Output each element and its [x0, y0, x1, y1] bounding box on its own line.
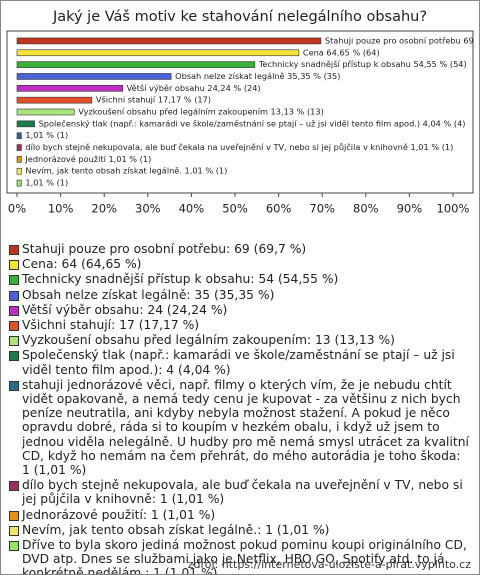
- x-tick-label: 0%: [8, 202, 26, 216]
- legend: Stahuji pouze pro osobní potřebu: 69 (69…: [9, 242, 471, 575]
- x-tick-label: 70%: [309, 202, 335, 216]
- legend-item: Dříve to byla skoro jediná možnost pokud…: [9, 538, 471, 575]
- bar-label: Cena 64,65 % (64): [303, 47, 380, 57]
- legend-swatch: [9, 380, 19, 391]
- bar-label: Technicky snadnější přístup k obsahu 54,…: [258, 59, 467, 69]
- legend-item: stahuji jednorázové věci, např. filmy o …: [9, 378, 471, 477]
- legend-swatch: [9, 525, 19, 536]
- legend-label: Dříve to byla skoro jediná možnost pokud…: [22, 538, 467, 575]
- x-tick-label: 40%: [179, 202, 205, 216]
- legend-swatch: [9, 481, 19, 492]
- legend-swatch: [9, 336, 19, 347]
- legend-item: Větší výběr obsahu: 24 (24,24 %): [9, 303, 471, 317]
- bar: [16, 132, 22, 139]
- x-tick-label: 10%: [48, 202, 74, 216]
- bar-label: Větší výběr obsahu 24,24 % (24): [127, 83, 261, 93]
- bar: [16, 85, 123, 92]
- legend-swatch: [9, 305, 19, 316]
- legend-item: Stahuji pouze pro osobní potřebu: 69 (69…: [9, 242, 471, 256]
- x-tick-label: 90%: [397, 202, 423, 216]
- legend-item: Nevím, jak tento obsah získat legálně.: …: [9, 523, 471, 537]
- legend-label: dílo bych stejně nekupovala, ale buď ček…: [22, 478, 463, 507]
- x-tick-label: 30%: [135, 202, 161, 216]
- bar-label: Společenský tlak (např.: kamarádi ve ško…: [39, 118, 466, 128]
- bar: [16, 167, 22, 175]
- bar: [16, 144, 22, 151]
- bar-label: Nevím, jak tento obsah získat legálně. 1…: [25, 166, 227, 176]
- legend-item: Všichni stahují: 17 (17,17 %): [9, 318, 471, 332]
- bar: [16, 179, 22, 187]
- legend-swatch: [9, 321, 19, 332]
- legend-swatch: [9, 351, 19, 362]
- chart-title: Jaký je Váš motiv ke stahování nelegální…: [52, 9, 427, 25]
- x-tick-label: 80%: [353, 202, 379, 216]
- bar-label: Všichni stahují 17,17 % (17): [96, 95, 211, 105]
- bar-label: 1,01 % (1): [25, 130, 68, 140]
- bar: [16, 108, 75, 116]
- legend-swatch: [9, 275, 19, 286]
- legend-label: Všichni stahují: 17 (17,17 %): [22, 318, 200, 333]
- x-tick-label: 20%: [91, 202, 117, 216]
- bar: [16, 120, 35, 128]
- legend-label: Vyzkoušení obsahu před legálním zakoupen…: [22, 333, 395, 348]
- chart: Jaký je Váš motiv ke stahování nelegální…: [6, 9, 479, 216]
- legend-label: Obsah nelze získat legálně: 35 (35,35 %): [22, 287, 275, 302]
- legend-swatch: [9, 510, 19, 521]
- legend-label: Jednorázové použití: 1 (1,01 %): [22, 507, 216, 522]
- legend-item: dílo bych stejně nekupovala, ale buď ček…: [9, 478, 471, 506]
- bar: [16, 37, 322, 45]
- bar-label: Jednorázové použití 1,01 % (1): [24, 154, 151, 164]
- x-tick-label: 100%: [437, 202, 470, 216]
- legend-item: Technicky snadnější přístup k obsahu: 54…: [9, 272, 471, 286]
- x-tick-label: 60%: [266, 202, 292, 216]
- bar-label: Vyzkoušení obsahu před legálním zakoupen…: [78, 107, 324, 117]
- bar-label: dílo bych stejně nekupovala, ale buď ček…: [25, 142, 453, 152]
- legend-item: Vyzkoušení obsahu před legálním zakoupen…: [9, 333, 471, 347]
- bar: [16, 49, 300, 57]
- legend-label: stahuji jednorázové věci, např. filmy o …: [22, 377, 469, 478]
- legend-label: Stahuji pouze pro osobní potřebu: 69 (69…: [22, 242, 307, 256]
- legend-item: Cena: 64 (64,65 %): [9, 257, 471, 271]
- bar: [16, 73, 172, 80]
- legend-label: Větší výběr obsahu: 24 (24,24 %): [22, 302, 228, 317]
- legend-swatch: [9, 541, 19, 552]
- legend-swatch: [9, 260, 19, 271]
- bar: [16, 96, 93, 104]
- legend-item: Jednorázové použití: 1 (1,01 %): [9, 508, 471, 522]
- legend-label: Společenský tlak (např.: kamarádi ve ško…: [22, 348, 455, 377]
- bar-label: Obsah nelze získat legálně 35,35 % (35): [175, 71, 340, 81]
- bar: [16, 61, 256, 68]
- legend-swatch: [9, 245, 19, 255]
- source: zdroj: https://internetova-uloziste-a-pi…: [187, 558, 471, 571]
- legend-item: Společenský tlak (např.: kamarádi ve ško…: [9, 348, 471, 377]
- legend-label: Technicky snadnější přístup k obsahu: 54…: [22, 272, 339, 287]
- bar-label: Stahuji pouze pro osobní potřebu 69,7 % …: [325, 35, 479, 45]
- x-tick-label: 50%: [222, 202, 248, 216]
- bar: [16, 156, 22, 163]
- legend-label: Cena: 64 (64,65 %): [22, 257, 142, 272]
- legend-item: Obsah nelze získat legálně: 35 (35,35 %): [9, 288, 471, 302]
- legend-swatch: [9, 290, 19, 301]
- plot-frame: [6, 30, 474, 194]
- legend-label: Nevím, jak tento obsah získat legálně.: …: [22, 522, 330, 537]
- bar-label: 1,01 % (1): [25, 178, 68, 188]
